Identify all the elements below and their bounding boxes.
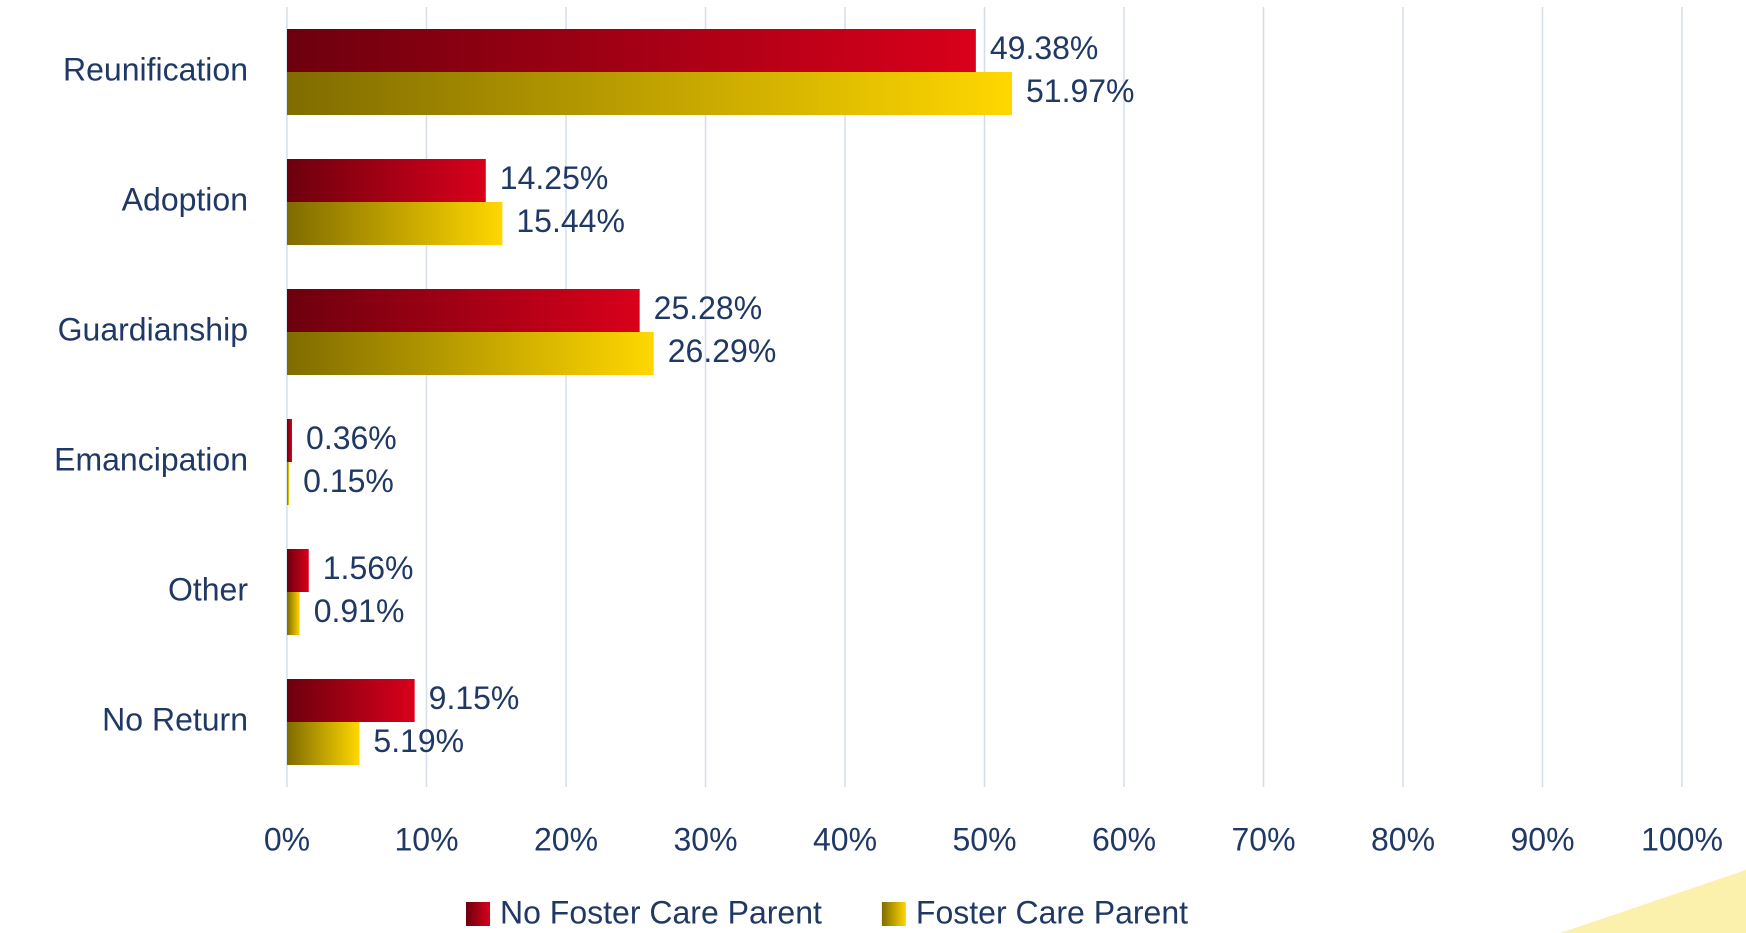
bar-shade <box>287 332 654 375</box>
x-tick-label: 40% <box>813 821 877 857</box>
y-tick-label: Guardianship <box>58 311 248 347</box>
x-tick-label: 80% <box>1371 821 1435 857</box>
x-tick-label: 70% <box>1231 821 1295 857</box>
x-tick-label: 10% <box>394 821 458 857</box>
legend-swatch-shade <box>881 902 906 926</box>
bar-shade <box>287 159 486 202</box>
x-tick-label: 0% <box>264 821 310 857</box>
corner-decoration <box>1560 870 1746 933</box>
bar-shade <box>287 29 976 72</box>
data-label: 26.29% <box>668 333 777 369</box>
bar-shade <box>287 289 640 332</box>
bar-shade <box>287 202 503 245</box>
y-tick-label: Other <box>168 571 248 607</box>
bar-shade <box>287 549 309 592</box>
y-tick-label: No Return <box>102 701 248 737</box>
data-label: 5.19% <box>373 723 464 759</box>
legend-swatch-shade <box>466 902 490 926</box>
y-tick-label: Emancipation <box>54 441 248 477</box>
x-tick-label: 60% <box>1092 821 1156 857</box>
y-tick-label: Adoption <box>122 181 248 217</box>
data-label: 14.25% <box>500 160 609 196</box>
bar-shade <box>287 679 415 722</box>
data-label: 0.15% <box>303 463 394 499</box>
data-label: 15.44% <box>516 203 625 239</box>
data-label: 1.56% <box>323 550 414 586</box>
x-tick-label: 20% <box>534 821 598 857</box>
y-tick-label: Reunification <box>63 51 248 87</box>
data-label: 0.36% <box>306 420 397 456</box>
legend-label: Foster Care Parent <box>916 894 1188 930</box>
bar-shade <box>287 72 1012 115</box>
data-label: 51.97% <box>1026 73 1135 109</box>
x-tick-label: 50% <box>952 821 1016 857</box>
x-tick-label: 90% <box>1510 821 1574 857</box>
x-tick-label: 30% <box>673 821 737 857</box>
data-label: 9.15% <box>429 680 520 716</box>
data-label: 0.91% <box>314 593 405 629</box>
bar-shade <box>287 462 290 505</box>
bar-shade <box>287 592 300 635</box>
bar-shade <box>287 722 360 765</box>
data-label: 49.38% <box>990 30 1099 66</box>
bar-shade <box>287 419 293 462</box>
x-tick-label: 100% <box>1641 821 1723 857</box>
data-label: 25.28% <box>654 290 763 326</box>
legend-label: No Foster Care Parent <box>500 894 822 930</box>
